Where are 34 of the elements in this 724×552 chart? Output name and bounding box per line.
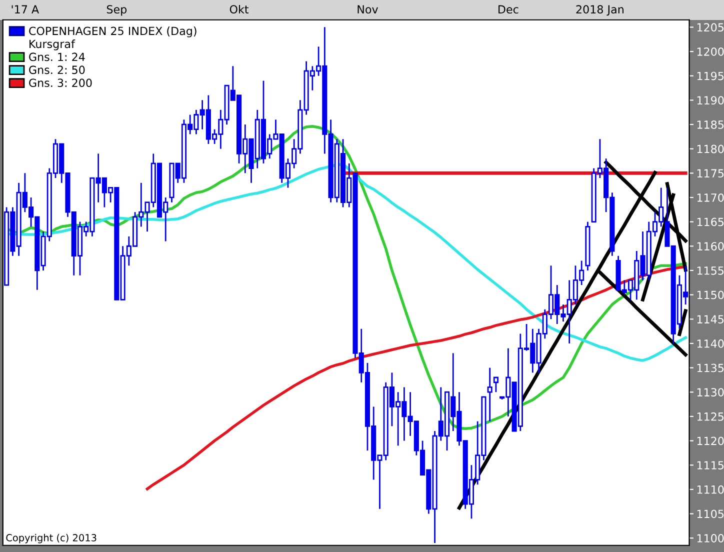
y-tick-label: 1200 xyxy=(697,47,724,56)
y-tick-label: 1165 xyxy=(697,218,724,226)
y-tick-label: 1205 xyxy=(697,23,724,32)
annotation: Kursgraf xyxy=(30,40,76,50)
y-tick-label: 1100 xyxy=(697,534,724,542)
legend-label: COPENHAGEN 25 INDEX (Dag) xyxy=(29,26,196,38)
y-tick-label: 1180 xyxy=(697,144,724,154)
y-tick-label: 1105 xyxy=(697,510,724,518)
y-tick-label: 1130 xyxy=(697,388,724,396)
x-tick-label: Dec xyxy=(498,5,518,14)
y-tick-label: 1125 xyxy=(697,412,724,421)
legend-label: Gns. 3: 200 xyxy=(29,78,92,88)
y-tick-label: 1115 xyxy=(697,461,724,470)
y-tick-label: 1145 xyxy=(697,315,724,324)
x-tick-label: Nov xyxy=(358,5,378,14)
legend-label: Gns. 1: 24 xyxy=(29,52,85,62)
y-tick-label: 1140 xyxy=(697,339,724,348)
x-tick-label: Okt xyxy=(230,4,249,14)
y-tick-label: 1135 xyxy=(697,364,724,372)
y-tick-label: 1175 xyxy=(697,169,724,178)
y-tick-label: 1120 xyxy=(697,436,724,446)
legend-label: Gns. 2: 50 xyxy=(29,66,85,74)
y-tick-label: 1155 xyxy=(697,266,724,275)
x-tick-label: 2018 Jan xyxy=(576,5,624,16)
y-tick-label: 1150 xyxy=(697,290,724,300)
y-tick-label: 1190 xyxy=(697,96,724,105)
y-tick-label: 1170 xyxy=(697,193,724,202)
y-tick-label: 1160 xyxy=(697,242,724,251)
y-tick-label: 1185 xyxy=(697,120,724,129)
y-tick-label: 1195 xyxy=(697,72,724,80)
x-tick-label: '17 A xyxy=(12,5,39,14)
annotation: Copyright (c) 2013 xyxy=(6,534,96,544)
x-tick-label: Sep xyxy=(106,5,127,16)
y-tick-label: 1110 xyxy=(697,485,724,494)
